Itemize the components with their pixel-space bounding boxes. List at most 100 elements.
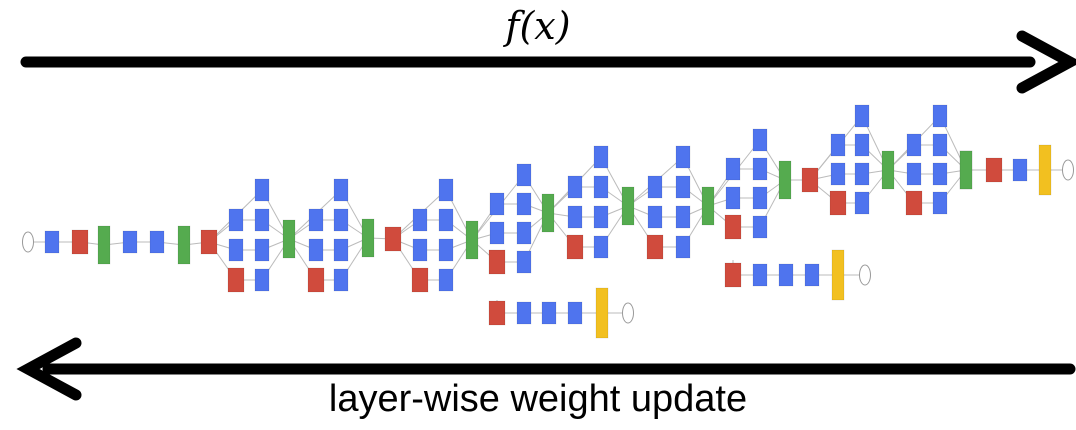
- conv-layer: [1012, 158, 1028, 182]
- conv-layer: [804, 263, 820, 287]
- conv-layer: [333, 238, 349, 262]
- conv-layer: [752, 215, 768, 239]
- conv-layer: [854, 104, 870, 128]
- conv-layer: [647, 175, 663, 199]
- softmax-layer: [595, 287, 609, 339]
- conv-layer: [516, 221, 532, 245]
- conv-layer: [412, 208, 428, 232]
- pool-layer: [801, 167, 819, 193]
- conv-layer: [752, 186, 768, 210]
- conv-layer: [438, 178, 454, 202]
- conv-layer: [541, 301, 557, 325]
- conv-layer: [752, 157, 768, 181]
- concat-layer: [881, 150, 895, 190]
- pool-layer: [566, 234, 584, 260]
- softmax-layer: [1038, 144, 1052, 196]
- conv-layer: [830, 133, 846, 157]
- conv-layer: [308, 208, 324, 232]
- conv-layer: [593, 205, 609, 229]
- concat-layer: [778, 160, 792, 200]
- conv-layer: [438, 238, 454, 262]
- concat-layer: [282, 219, 296, 259]
- conv-layer: [333, 178, 349, 202]
- concat-layer: [361, 218, 375, 258]
- concat-layer: [177, 225, 191, 265]
- conv-layer: [438, 208, 454, 232]
- concat-layer: [959, 150, 973, 190]
- io-node: [622, 302, 634, 324]
- conv-layer: [675, 235, 691, 259]
- conv-layer: [778, 263, 794, 287]
- pool-layer: [724, 262, 742, 288]
- conv-layer: [906, 133, 922, 157]
- conv-layer: [906, 162, 922, 186]
- conv-layer: [725, 186, 741, 210]
- concat-layer: [621, 186, 635, 226]
- conv-layer: [752, 128, 768, 152]
- forward-function-label: f(x): [505, 4, 571, 48]
- conv-layer: [516, 163, 532, 187]
- concat-layer: [465, 220, 479, 260]
- conv-layer: [438, 268, 454, 292]
- conv-layer: [516, 192, 532, 216]
- conv-layer: [516, 250, 532, 274]
- io-node: [1062, 159, 1074, 181]
- conv-layer: [593, 175, 609, 199]
- conv-layer: [516, 301, 532, 325]
- conv-layer: [489, 221, 505, 245]
- pool-layer: [985, 157, 1003, 183]
- backward-update-label: layer-wise weight update: [328, 378, 748, 420]
- pool-layer: [307, 267, 325, 293]
- conv-layer: [593, 145, 609, 169]
- concat-layer: [541, 193, 555, 233]
- conv-layer: [854, 162, 870, 186]
- conv-layer: [854, 133, 870, 157]
- pool-layer: [829, 190, 847, 216]
- conv-layer: [752, 263, 768, 287]
- conv-layer: [725, 157, 741, 181]
- conv-layer: [489, 192, 505, 216]
- conv-layer: [932, 133, 948, 157]
- pool-layer: [200, 229, 218, 255]
- softmax-layer: [831, 249, 845, 301]
- forward-arrow: [20, 30, 1076, 94]
- conv-layer: [333, 268, 349, 292]
- conv-layer: [932, 191, 948, 215]
- conv-layer: [254, 268, 270, 292]
- pool-layer: [384, 226, 402, 252]
- pool-layer: [227, 267, 245, 293]
- pool-layer: [411, 267, 429, 293]
- conv-layer: [412, 238, 428, 262]
- io-node: [22, 231, 34, 253]
- conv-layer: [675, 205, 691, 229]
- concat-layer: [701, 186, 715, 226]
- conv-layer: [647, 205, 663, 229]
- conv-layer: [333, 208, 349, 232]
- conv-layer: [122, 230, 138, 254]
- conv-layer: [675, 145, 691, 169]
- conv-layer: [593, 235, 609, 259]
- conv-layer: [854, 191, 870, 215]
- conv-layer: [932, 162, 948, 186]
- pool-layer: [488, 300, 506, 326]
- arrows: [16, 30, 1076, 401]
- network-layers: [22, 104, 1074, 339]
- conv-layer: [254, 208, 270, 232]
- conv-layer: [567, 205, 583, 229]
- conv-layer: [932, 104, 948, 128]
- conv-layer: [308, 238, 324, 262]
- io-node: [859, 264, 871, 286]
- conv-layer: [254, 238, 270, 262]
- pool-layer: [724, 214, 742, 240]
- conv-layer: [567, 301, 583, 325]
- conv-layer: [149, 230, 165, 254]
- pool-layer: [905, 190, 923, 216]
- pool-layer: [71, 229, 89, 255]
- conv-layer: [228, 238, 244, 262]
- concat-layer: [97, 225, 111, 265]
- conv-layer: [228, 208, 244, 232]
- pool-layer: [646, 234, 664, 260]
- conv-layer: [675, 175, 691, 199]
